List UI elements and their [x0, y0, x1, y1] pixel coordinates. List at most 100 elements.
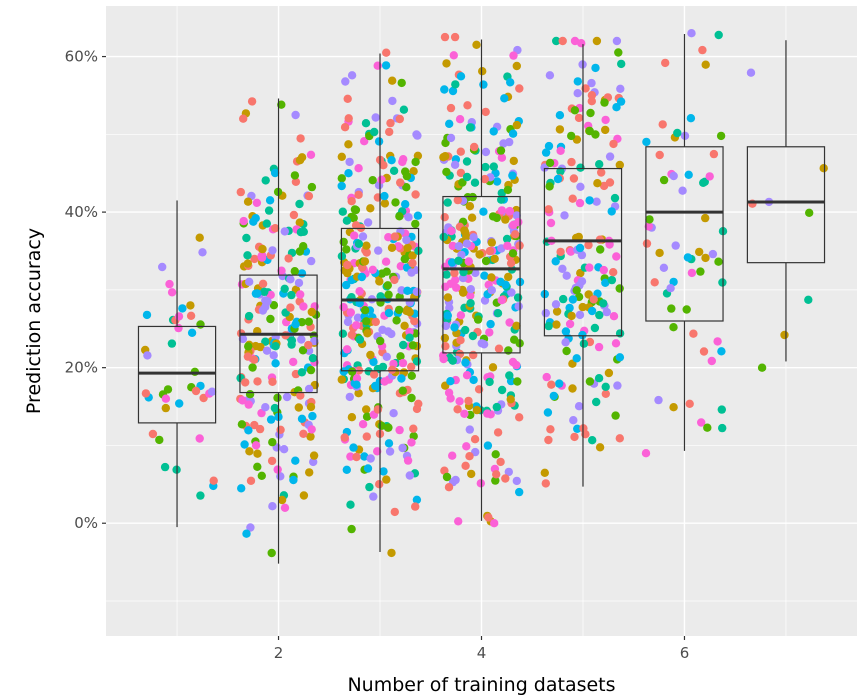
data-point — [244, 400, 253, 409]
data-point — [604, 368, 614, 378]
data-point — [382, 475, 391, 484]
data-point — [588, 436, 597, 445]
data-point — [346, 500, 355, 509]
data-point — [703, 423, 712, 432]
data-point — [380, 191, 389, 201]
data-point — [342, 216, 352, 225]
data-point — [366, 454, 375, 463]
data-point — [444, 483, 454, 492]
data-point — [148, 429, 158, 439]
data-point — [362, 405, 371, 414]
data-point — [207, 387, 217, 396]
data-point — [265, 196, 275, 205]
data-point — [243, 259, 252, 268]
data-point — [269, 301, 279, 310]
data-point — [243, 197, 253, 206]
data-point — [378, 325, 387, 334]
data-point — [280, 503, 290, 512]
data-point — [561, 338, 570, 347]
data-point — [492, 470, 501, 479]
data-point — [469, 375, 478, 385]
data-point — [577, 39, 586, 48]
data-point — [412, 287, 421, 296]
y-tick-label: 60% — [65, 48, 98, 66]
data-point — [349, 443, 358, 452]
data-point — [384, 233, 393, 242]
data-point — [461, 358, 470, 367]
data-point — [242, 233, 251, 243]
data-point — [446, 377, 455, 386]
data-point — [442, 167, 451, 177]
data-point — [444, 388, 454, 397]
data-point — [596, 245, 605, 254]
data-point — [238, 396, 247, 405]
data-point — [354, 164, 363, 173]
data-point — [641, 449, 651, 458]
data-point — [352, 452, 361, 462]
data-point — [273, 393, 282, 402]
data-point — [446, 133, 456, 143]
data-point — [395, 114, 404, 124]
data-point — [589, 295, 598, 304]
data-point — [512, 120, 522, 130]
data-point — [559, 294, 568, 304]
data-point — [470, 435, 480, 444]
data-point — [160, 462, 170, 472]
data-point — [666, 284, 675, 293]
data-point — [360, 452, 369, 461]
data-point — [266, 415, 276, 424]
data-point — [469, 233, 478, 242]
data-point — [456, 336, 465, 345]
data-point — [396, 178, 405, 187]
data-point — [505, 318, 514, 327]
data-point — [405, 308, 414, 317]
data-point — [593, 179, 602, 188]
data-point — [506, 259, 516, 268]
data-point — [376, 292, 385, 301]
data-point — [342, 280, 351, 290]
data-point — [480, 271, 489, 280]
data-point — [294, 278, 304, 288]
data-point — [556, 167, 565, 176]
data-point — [514, 217, 523, 227]
data-point — [141, 389, 151, 398]
data-point — [505, 206, 514, 216]
data-point — [464, 257, 473, 266]
data-point — [450, 160, 460, 169]
data-point — [448, 86, 458, 96]
data-point — [414, 399, 423, 408]
data-point — [244, 342, 253, 351]
data-point — [260, 287, 269, 296]
data-point — [687, 268, 697, 278]
data-point — [481, 162, 490, 172]
data-point — [683, 253, 693, 262]
data-point — [448, 451, 457, 460]
data-point — [494, 344, 504, 353]
data-point — [368, 176, 377, 185]
data-point — [167, 288, 177, 297]
data-point — [585, 377, 595, 386]
jitter-points — [141, 29, 828, 558]
data-point — [347, 413, 357, 422]
data-point — [245, 447, 254, 456]
data-point — [461, 461, 470, 470]
data-point — [384, 308, 394, 318]
data-point — [250, 420, 259, 430]
data-point — [605, 152, 615, 161]
data-point — [396, 262, 405, 271]
data-point — [515, 84, 524, 93]
data-point — [659, 175, 669, 185]
data-point — [568, 295, 578, 304]
data-point — [545, 182, 554, 191]
data-point — [805, 208, 814, 217]
data-point — [667, 304, 676, 313]
data-point — [354, 190, 363, 199]
data-point — [549, 391, 558, 401]
data-point — [287, 340, 296, 349]
data-point — [475, 250, 484, 259]
data-point — [607, 207, 616, 216]
data-point — [343, 260, 352, 270]
data-point — [252, 198, 262, 207]
data-point — [573, 424, 582, 433]
data-point — [453, 405, 462, 414]
